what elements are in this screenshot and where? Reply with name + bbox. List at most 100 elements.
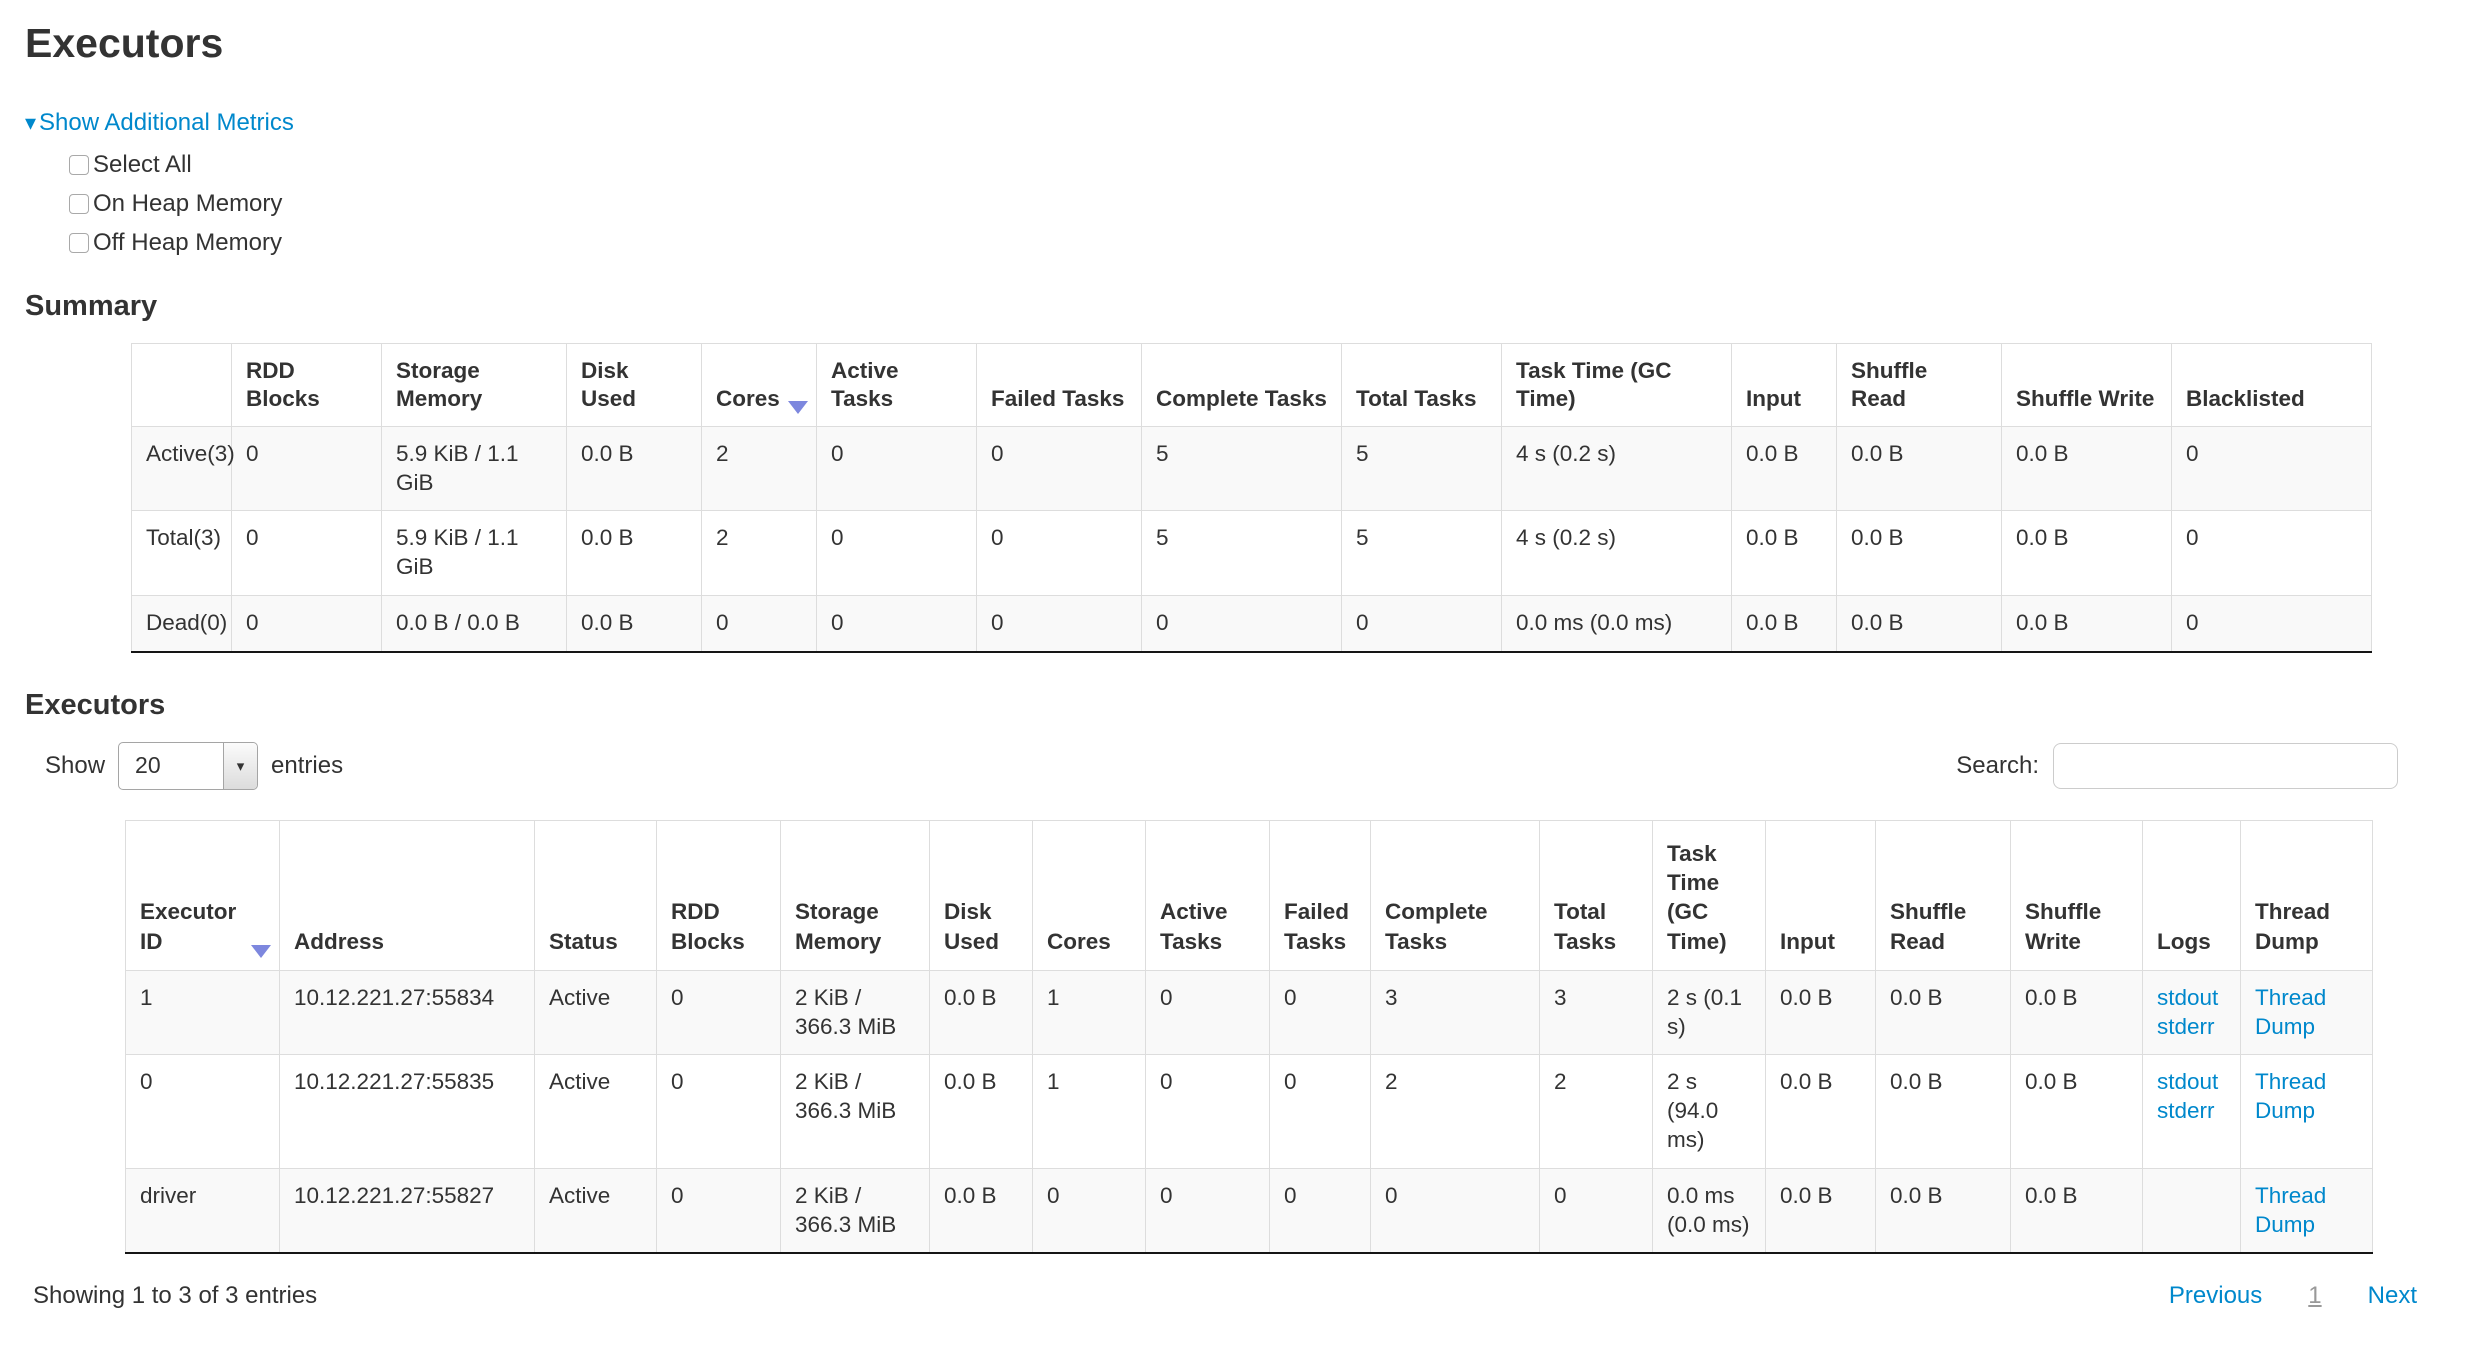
table-cell: 10.12.221.27:55827 <box>279 1167 535 1254</box>
stdout-link[interactable]: stdout <box>2157 1069 2219 1095</box>
column-header-active-tasks[interactable]: Active Tasks <box>1145 819 1270 971</box>
table-cell: 0 <box>2171 594 2372 653</box>
column-header-cores[interactable]: Cores <box>701 343 817 427</box>
thread-dump-link[interactable]: Thread Dump <box>2255 1182 2327 1237</box>
metric-checkbox-row: Select All <box>69 145 2441 184</box>
column-header-storage-memory[interactable]: Storage Memory <box>780 819 930 971</box>
table-cell: 2 KiB / 366.3 MiB <box>780 969 930 1056</box>
search-control: Search: <box>1956 742 2398 789</box>
column-header-disk-used[interactable]: Disk Used <box>929 819 1033 971</box>
metric-checkbox-row: On Heap Memory <box>69 184 2441 223</box>
table-cell: 0.0 B <box>1875 969 2011 1056</box>
thread-dump-link[interactable]: Thread Dump <box>2255 1069 2327 1124</box>
column-header-task-time-gc-time[interactable]: Task Time (GC Time) <box>1501 343 1732 427</box>
table-cell: 0 <box>816 510 977 596</box>
table-cell: 1 <box>1032 969 1146 1056</box>
column-header-shuffle-write[interactable]: Shuffle Write <box>2001 343 2172 427</box>
column-header-address[interactable]: Address <box>279 819 535 971</box>
table-cell: Active(3) <box>131 425 235 512</box>
column-header-rdd-blocks[interactable]: RDD Blocks <box>231 343 382 427</box>
column-header-storage-memory[interactable]: Storage Memory <box>381 343 567 427</box>
thread-dump-cell: Thread Dump <box>2240 1054 2373 1169</box>
table-row: 0 10.12.221.27:55835 Active 0 2 KiB / 366.3 … <box>125 1054 2373 1169</box>
table-cell: 3 <box>1539 969 1653 1056</box>
table-cell: 2 <box>701 425 817 512</box>
on-heap-memory-checkbox[interactable] <box>69 193 89 214</box>
column-header-total-tasks[interactable]: Total Tasks <box>1341 343 1502 427</box>
table-cell: 0.0 B <box>2001 510 2172 596</box>
column-header-blacklisted[interactable]: Blacklisted <box>2171 343 2372 427</box>
column-header-row-label[interactable] <box>131 343 232 427</box>
table-cell: 0.0 B <box>566 510 702 596</box>
column-header-status[interactable]: Status <box>534 819 657 971</box>
column-header-rdd-blocks[interactable]: RDD Blocks <box>656 819 781 971</box>
column-header-logs[interactable]: Logs <box>2142 819 2241 971</box>
table-cell: 0 <box>1141 594 1342 653</box>
table-cell: 5 <box>1341 425 1502 512</box>
thread-dump-cell: Thread Dump <box>2240 1167 2373 1254</box>
column-header-active-tasks[interactable]: Active Tasks <box>816 343 977 427</box>
table-cell: 0.0 B <box>1765 969 1876 1056</box>
table-cell: 0.0 B <box>1731 510 1837 596</box>
table-cell: 0.0 B <box>1731 594 1837 653</box>
column-header-executor-id[interactable]: Executor ID <box>125 819 280 971</box>
search-input[interactable] <box>2053 742 2398 789</box>
table-row: Dead(0) 0 0.0 B / 0.0 B 0.0 B 0 0 0 0 0 0.0 ms (0… <box>131 594 2372 653</box>
column-header-shuffle-read[interactable]: Shuffle Read <box>1875 819 2011 971</box>
thread-dump-link[interactable]: Thread Dump <box>2255 984 2327 1039</box>
table-cell: 2 <box>1370 1054 1540 1169</box>
pagination: Previous 1 Next <box>2169 1282 2417 1310</box>
column-header-disk-used[interactable]: Disk Used <box>566 343 702 427</box>
dropdown-arrow-icon: ▾ <box>223 742 258 789</box>
column-header-total-tasks[interactable]: Total Tasks <box>1539 819 1653 971</box>
column-header-shuffle-read[interactable]: Shuffle Read <box>1836 343 2002 427</box>
thread-dump-cell: Thread Dump <box>2240 969 2373 1056</box>
table-cell: 0 <box>1539 1167 1653 1254</box>
column-header-failed-tasks[interactable]: Failed Tasks <box>976 343 1142 427</box>
executors-page: Executors ▾ Show Additional Metrics Selec… <box>25 20 2441 1310</box>
table-cell: 0 <box>976 425 1142 512</box>
column-header-thread-dump[interactable]: Thread Dump <box>2240 819 2373 971</box>
column-header-input[interactable]: Input <box>1731 343 1837 427</box>
table-cell: 10.12.221.27:55835 <box>279 1054 535 1169</box>
current-page-number[interactable]: 1 <box>2308 1282 2322 1310</box>
page-size-select[interactable]: 20 ▾ <box>118 741 259 790</box>
next-page-link[interactable]: Next <box>2367 1282 2417 1310</box>
column-header-task-time-gc-time[interactable]: Task Time (GC Time) <box>1652 819 1766 971</box>
show-additional-metrics-toggle[interactable]: ▾ Show Additional Metrics <box>25 109 294 137</box>
table-cell: 0 <box>976 594 1142 653</box>
table-cell: 0 <box>2171 425 2372 512</box>
stdout-link[interactable]: stdout <box>2157 984 2219 1010</box>
table-controls: Show 20 ▾ entries Search: <box>45 741 2398 790</box>
previous-page-link[interactable]: Previous <box>2168 1282 2263 1310</box>
column-header-complete-tasks[interactable]: Complete Tasks <box>1370 819 1540 971</box>
table-cell: 0 <box>816 594 977 653</box>
page-title: Executors <box>25 20 224 66</box>
entries-label: entries <box>271 751 344 779</box>
page-size-value: 20 <box>135 752 161 779</box>
column-header-failed-tasks[interactable]: Failed Tasks <box>1269 819 1371 971</box>
table-cell: 0.0 B <box>1875 1054 2011 1169</box>
table-cell: 0.0 ms (0.0 ms) <box>1652 1167 1766 1254</box>
column-header-complete-tasks[interactable]: Complete Tasks <box>1141 343 1342 427</box>
page-size-control: Show 20 ▾ entries <box>45 741 344 790</box>
table-cell: Total(3) <box>131 510 232 596</box>
table-cell: 0.0 B <box>2010 969 2143 1056</box>
table-cell: 2 <box>701 510 817 596</box>
stderr-link[interactable]: stderr <box>2157 1098 2215 1124</box>
column-header-input[interactable]: Input <box>1765 819 1876 971</box>
table-cell: 0 <box>1145 1054 1270 1169</box>
stderr-link[interactable]: stderr <box>2157 1013 2215 1039</box>
table-cell: Active <box>534 1054 657 1169</box>
table-cell: 5 <box>1141 425 1342 512</box>
checkbox-label: On Heap Memory <box>93 189 283 217</box>
table-cell: 2 s (94.0 ms) <box>1652 1054 1766 1169</box>
off-heap-memory-checkbox[interactable] <box>69 232 89 253</box>
column-header-shuffle-write[interactable]: Shuffle Write <box>2010 819 2143 971</box>
select-all-checkbox[interactable] <box>69 154 89 175</box>
column-header-cores[interactable]: Cores <box>1032 819 1146 971</box>
table-cell: 0.0 B / 0.0 B <box>381 594 567 653</box>
table-cell: 0.0 B <box>1765 1054 1876 1169</box>
